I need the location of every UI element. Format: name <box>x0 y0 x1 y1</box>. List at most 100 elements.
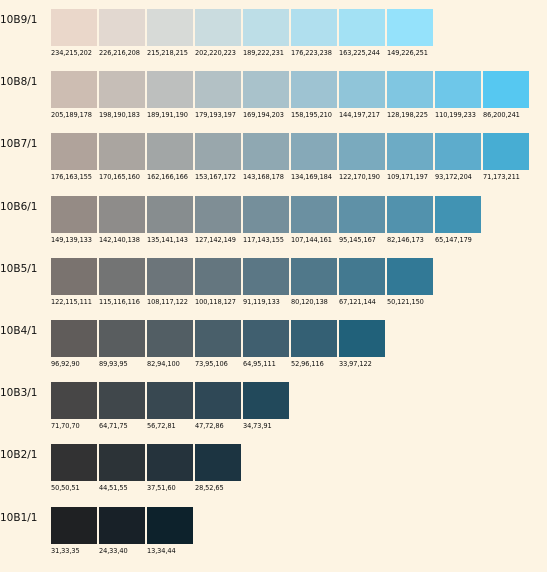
color-swatch <box>51 9 97 46</box>
rgb-value-label: 80,120,138 <box>291 298 328 306</box>
row-label: 10B4/1 <box>0 325 38 337</box>
color-swatch <box>147 507 193 544</box>
row-label: 10B8/1 <box>0 76 38 88</box>
rgb-value-label: 215,218,215 <box>147 49 188 57</box>
rgb-value-label: 50,50,51 <box>51 484 80 492</box>
color-swatch <box>99 71 145 108</box>
color-swatch <box>387 258 433 295</box>
color-swatch <box>195 320 241 357</box>
color-swatch <box>339 196 385 233</box>
color-swatch <box>483 71 529 108</box>
rgb-value-label: 234,215,202 <box>51 49 92 57</box>
color-swatch <box>387 9 433 46</box>
color-swatch <box>339 258 385 295</box>
color-swatch <box>99 382 145 419</box>
color-swatch <box>243 320 289 357</box>
color-swatch <box>243 133 289 170</box>
color-swatch <box>291 196 337 233</box>
rgb-value-label: 86,200,241 <box>483 111 520 119</box>
color-swatch <box>291 133 337 170</box>
rgb-value-label: 149,139,133 <box>51 236 92 244</box>
rgb-value-label: 176,223,238 <box>291 49 332 57</box>
row-label: 10B7/1 <box>0 138 38 150</box>
color-swatch <box>243 258 289 295</box>
rgb-value-label: 34,73,91 <box>243 422 272 430</box>
color-swatch <box>147 320 193 357</box>
color-swatch <box>99 507 145 544</box>
rgb-value-label: 107,144,161 <box>291 236 332 244</box>
color-swatch <box>147 9 193 46</box>
color-swatch <box>387 71 433 108</box>
rgb-value-label: 162,166,166 <box>147 173 188 181</box>
rgb-value-label: 44,51,55 <box>99 484 128 492</box>
rgb-value-label: 127,142,149 <box>195 236 236 244</box>
color-swatch <box>195 382 241 419</box>
color-swatch <box>195 196 241 233</box>
rgb-value-label: 179,193,197 <box>195 111 236 119</box>
color-swatch <box>483 133 529 170</box>
rgb-value-label: 82,146,173 <box>387 236 424 244</box>
rgb-value-label: 198,190,183 <box>99 111 140 119</box>
rgb-value-label: 226,216,208 <box>99 49 140 57</box>
color-swatch <box>243 382 289 419</box>
color-swatch <box>339 320 385 357</box>
rgb-value-label: 108,117,122 <box>147 298 188 306</box>
rgb-value-label: 144,197,217 <box>339 111 380 119</box>
color-swatch <box>99 320 145 357</box>
color-swatch <box>147 133 193 170</box>
rgb-value-label: 91,119,133 <box>243 298 280 306</box>
rgb-value-label: 170,165,160 <box>99 173 140 181</box>
color-swatch <box>147 71 193 108</box>
rgb-value-label: 64,71,75 <box>99 422 128 430</box>
color-swatch <box>147 382 193 419</box>
rgb-value-label: 122,115,111 <box>51 298 92 306</box>
row-label: 10B9/1 <box>0 14 38 26</box>
rgb-value-label: 67,121,144 <box>339 298 376 306</box>
color-swatch <box>99 196 145 233</box>
rgb-value-label: 93,172,204 <box>435 173 472 181</box>
color-swatch <box>291 258 337 295</box>
color-swatch <box>387 196 433 233</box>
row-label: 10B5/1 <box>0 263 38 275</box>
rgb-value-label: 28,52,65 <box>195 484 224 492</box>
row-label: 10B6/1 <box>0 201 38 213</box>
rgb-value-label: 134,169,184 <box>291 173 332 181</box>
rgb-value-label: 163,225,244 <box>339 49 380 57</box>
color-swatch <box>147 196 193 233</box>
color-swatch <box>435 133 481 170</box>
color-swatch <box>243 9 289 46</box>
rgb-value-label: 158,195,210 <box>291 111 332 119</box>
rgb-value-label: 33,97,122 <box>339 360 372 368</box>
rgb-value-label: 202,220,223 <box>195 49 236 57</box>
rgb-value-label: 122,170,190 <box>339 173 380 181</box>
rgb-value-label: 189,191,190 <box>147 111 188 119</box>
color-swatch <box>339 71 385 108</box>
color-swatch <box>51 133 97 170</box>
row-label: 10B1/1 <box>0 512 38 524</box>
rgb-value-label: 115,116,116 <box>99 298 140 306</box>
rgb-value-label: 13,34,44 <box>147 547 176 555</box>
rgb-value-label: 128,198,225 <box>387 111 428 119</box>
rgb-value-label: 50,121,150 <box>387 298 424 306</box>
color-swatch <box>435 71 481 108</box>
color-swatch <box>291 71 337 108</box>
rgb-value-label: 117,143,155 <box>243 236 284 244</box>
rgb-value-label: 205,189,178 <box>51 111 92 119</box>
rgb-value-label: 153,167,172 <box>195 173 236 181</box>
rgb-value-label: 110,199,233 <box>435 111 476 119</box>
color-swatch <box>99 133 145 170</box>
rgb-value-label: 71,173,211 <box>483 173 520 181</box>
color-swatch <box>51 382 97 419</box>
rgb-value-label: 71,70,70 <box>51 422 80 430</box>
color-swatch <box>243 71 289 108</box>
row-label: 10B2/1 <box>0 449 38 461</box>
rgb-value-label: 149,226,251 <box>387 49 428 57</box>
color-swatch <box>51 71 97 108</box>
color-swatch <box>195 444 241 481</box>
rgb-value-label: 47,72,86 <box>195 422 224 430</box>
rgb-value-label: 96,92,90 <box>51 360 80 368</box>
color-swatch <box>195 258 241 295</box>
color-swatch <box>195 133 241 170</box>
color-swatch <box>99 444 145 481</box>
rgb-value-label: 169,194,203 <box>243 111 284 119</box>
